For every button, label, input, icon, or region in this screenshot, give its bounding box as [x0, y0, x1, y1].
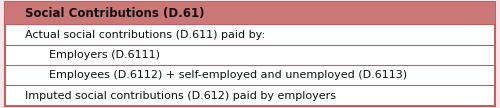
- Bar: [5, 2, 495, 24]
- Text: Employees (D.6112) + self-employed and unemployed (D.6113): Employees (D.6112) + self-employed and u…: [49, 70, 407, 80]
- Text: Imputed social contributions (D.612) paid by employers: Imputed social contributions (D.612) pai…: [24, 91, 336, 101]
- Text: Actual social contributions (D.611) paid by:: Actual social contributions (D.611) paid…: [24, 30, 264, 40]
- Text: Social Contributions (D.61): Social Contributions (D.61): [24, 7, 204, 20]
- Text: Employers (D.6111): Employers (D.6111): [49, 50, 160, 60]
